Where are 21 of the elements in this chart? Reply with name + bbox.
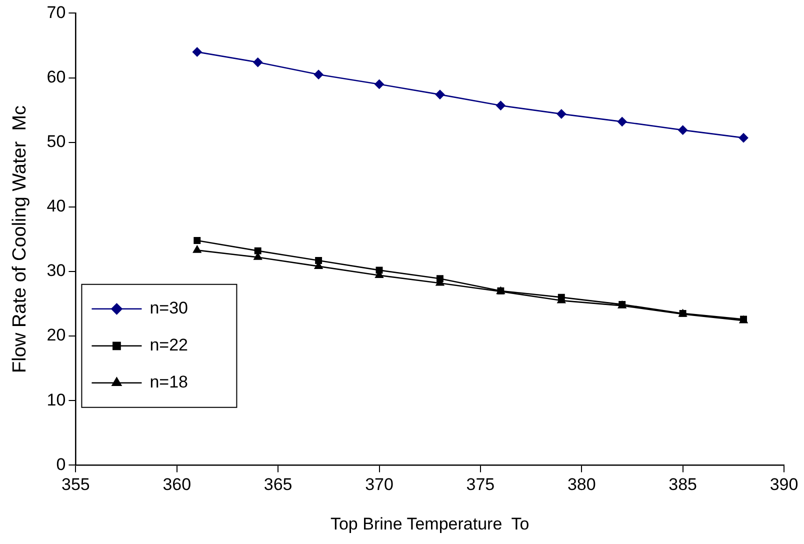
x-tick-label: 380 [567,475,596,494]
x-tick-label: 390 [770,475,798,494]
x-tick-label: 365 [264,475,292,494]
y-tick-label: 0 [56,454,66,474]
y-tick-label: 10 [46,390,66,410]
x-axis-title: Top Brine Temperature To [330,514,530,534]
y-tick-label: 40 [46,196,66,216]
x-tick-label: 370 [365,475,394,494]
x-tick-label: 385 [668,475,698,494]
x-tick-label: 360 [162,475,192,494]
x-tick-label: 355 [62,475,90,494]
y-tick-label: 30 [46,261,66,280]
y-tick-label: 70 [46,2,66,22]
y-tick-label: 20 [46,326,66,345]
legend-label: n=30 [150,298,188,318]
y-axis-title: Flow Rate of Cooling Water Mc [10,105,31,373]
x-tick-label: 375 [466,475,495,494]
legend-label: n=18 [150,372,188,392]
legend-label: n=22 [150,336,188,355]
y-tick-label: 60 [46,67,66,86]
y-tick-label: 50 [46,132,66,152]
